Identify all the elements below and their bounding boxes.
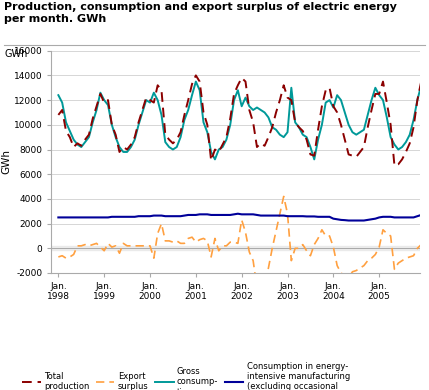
- Y-axis label: GWh: GWh: [1, 149, 11, 174]
- Legend: Total
production, Export
surplus, Gross
consump-
tion, Consumption in energy-
in: Total production, Export surplus, Gross …: [22, 362, 355, 390]
- Text: GWh: GWh: [4, 49, 27, 59]
- Bar: [51, 246, 420, 250]
- Text: Production, consumption and export surplus of electric energy
per month. GWh: Production, consumption and export surpl…: [4, 2, 397, 23]
